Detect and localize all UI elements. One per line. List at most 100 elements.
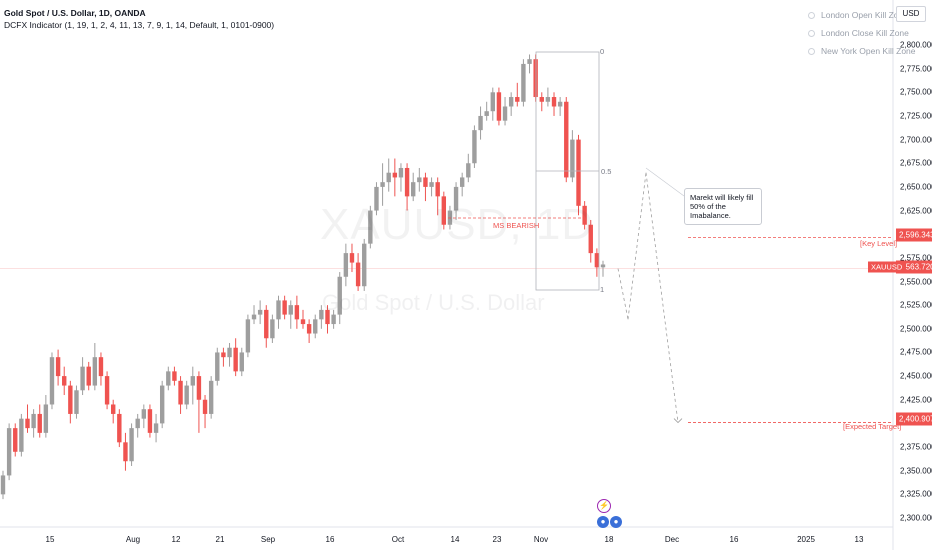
- candle-body: [215, 352, 220, 381]
- time-tick-label: Nov: [533, 535, 549, 544]
- projection-path: [617, 268, 629, 320]
- candle-body: [588, 224, 593, 254]
- candle-body: [331, 314, 336, 325]
- price-tick-label: 2,700.000: [900, 135, 932, 145]
- time-tick-label: Oct: [391, 535, 405, 544]
- fib-level-0: 0: [600, 47, 605, 56]
- candle-body: [435, 182, 440, 197]
- candle-body: [496, 92, 502, 121]
- candle-body: [325, 309, 330, 325]
- kill-zone-new-york-open[interactable]: New York Open Kill Zone: [808, 46, 916, 56]
- chart-title[interactable]: Gold Spot / U.S. Dollar, 1D, OANDA: [4, 8, 146, 18]
- candle-body: [104, 376, 110, 405]
- candle-body: [374, 186, 379, 211]
- candle-body: [153, 423, 159, 433]
- candle-body: [484, 111, 489, 116]
- us-flag-event-icon[interactable]: ●: [610, 516, 622, 528]
- arrow-down-icon: [673, 418, 683, 424]
- price-tick-label: 2,500.000: [900, 324, 932, 334]
- candle-body: [527, 59, 532, 64]
- ms-bearish-label[interactable]: MS BEARISH: [493, 221, 540, 230]
- callout-connector: [645, 167, 685, 197]
- candle-body: [19, 418, 24, 452]
- candle-body: [141, 409, 147, 419]
- candle-body: [49, 357, 55, 405]
- time-tick-label: 18: [604, 535, 614, 544]
- candle-body: [398, 167, 404, 178]
- candle-body: [282, 300, 287, 315]
- time-tick-label: 15: [45, 535, 55, 544]
- candle-body: [343, 253, 349, 277]
- price-tick-label: 2,775.000: [900, 64, 932, 74]
- legend-dot-icon: [808, 30, 815, 38]
- candle-body: [276, 300, 281, 320]
- candle-body: [13, 428, 18, 452]
- candle-body: [355, 262, 361, 287]
- candle-body: [594, 253, 600, 268]
- price-tick-label: 2,350.000: [900, 466, 932, 476]
- candle-body: [270, 319, 275, 339]
- candle-body: [429, 182, 434, 187]
- candle-body: [55, 357, 61, 377]
- candle-body: [159, 385, 165, 424]
- candle-body: [147, 409, 153, 433]
- time-tick-label: 14: [450, 535, 460, 544]
- candle-body: [129, 428, 134, 462]
- key-level-label[interactable]: [Key Level]: [860, 239, 898, 248]
- time-tick-label: Dec: [664, 535, 680, 544]
- candle-body: [472, 130, 477, 164]
- candle-body: [68, 385, 73, 414]
- candle-body: [74, 390, 79, 414]
- candle-body: [221, 352, 226, 358]
- indicator-label[interactable]: DCFX Indicator (1, 19, 1, 2, 4, 11, 13, …: [4, 20, 275, 30]
- candle-body: [545, 97, 551, 102]
- candle-body: [404, 167, 410, 197]
- lightning-event-icon[interactable]: ⚡: [597, 499, 611, 513]
- candle-body: [411, 182, 416, 197]
- candle-body: [459, 177, 465, 187]
- key-level-price-tag: 2,596.343: [896, 228, 932, 242]
- price-tick-label: 2,650.000: [900, 182, 932, 192]
- candle-body: [423, 177, 428, 187]
- candle-body: [178, 380, 183, 405]
- time-tick-label: 23: [492, 535, 502, 544]
- candle-body: [98, 357, 104, 377]
- candle-body: [502, 106, 508, 121]
- candle-body: [111, 404, 116, 414]
- candle-body: [368, 210, 373, 244]
- candle-body: [25, 418, 30, 429]
- currency-button[interactable]: USD: [896, 6, 926, 22]
- projection-path: [627, 172, 647, 320]
- candle-body: [380, 182, 385, 187]
- candle-body: [313, 319, 318, 334]
- candle-body: [0, 475, 6, 495]
- candle-body: [349, 253, 355, 263]
- fib-level-05: 0.5: [601, 167, 612, 176]
- candle-body: [264, 309, 269, 339]
- candle-body: [251, 314, 257, 320]
- callout-note[interactable]: Marekt will likely fill 50% of the Imaba…: [684, 188, 762, 225]
- candle-body: [196, 376, 202, 400]
- time-tick-label: Sep: [260, 535, 276, 544]
- symbol-tag: XAUUSD: [868, 261, 906, 273]
- price-tick-label: 2,525.000: [900, 300, 932, 310]
- candle-body: [239, 352, 244, 372]
- kill-zone-london-close[interactable]: London Close Kill Zone: [808, 28, 909, 38]
- legend-dot-icon: [808, 12, 815, 20]
- us-flag-event-icon[interactable]: ●: [597, 516, 609, 528]
- candle-body: [202, 399, 208, 414]
- candle-body: [362, 243, 367, 287]
- kill-zone-london-open[interactable]: London Open Kill Zone: [808, 10, 908, 20]
- projection-path: [645, 172, 679, 423]
- candle-body: [570, 139, 575, 178]
- candle-body: [135, 418, 140, 429]
- candle-body: [600, 264, 606, 268]
- price-tick-label: 2,675.000: [900, 158, 932, 168]
- expected-target-label[interactable]: [Expected Target]: [843, 422, 902, 431]
- candle-body: [117, 413, 122, 443]
- price-tick-label: 2,625.000: [900, 206, 932, 216]
- time-tick-label: 12: [171, 535, 181, 544]
- candle-body: [294, 305, 300, 320]
